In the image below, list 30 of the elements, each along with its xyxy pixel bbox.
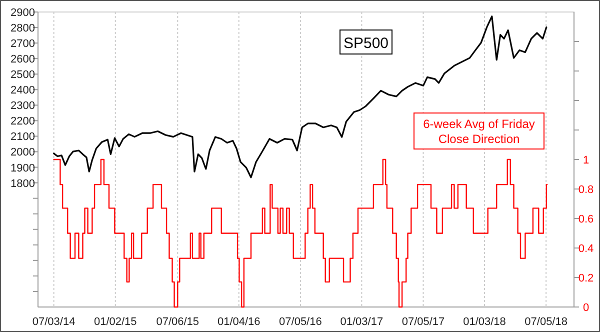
line-series	[53, 16, 548, 178]
y2-tick-label: 0.2	[578, 272, 594, 284]
text: SP500	[343, 35, 389, 52]
text: 6-week Avg of Friday Close Direction	[423, 117, 535, 146]
x-tick-label: 01/03/17	[340, 316, 384, 328]
x-tick-label: 07/06/15	[156, 316, 200, 328]
y2-tick-label: 0	[582, 302, 590, 314]
x-tick-label: 07/05/17	[402, 316, 445, 328]
y-tick-label: 2300	[10, 100, 35, 112]
y-tick-label: 2200	[10, 116, 35, 128]
x-tick-label: 07/05/18	[524, 316, 568, 328]
x-tick-label: 07/03/14	[32, 316, 76, 328]
y-tick-label: 2600	[10, 54, 35, 66]
y-tick-label: 2100	[10, 131, 35, 144]
y-tick-label: 2700	[10, 38, 35, 50]
y2-tick-label: 1	[582, 154, 590, 166]
x-tick-label: 07/05/16	[279, 316, 322, 328]
x-tick-label: 01/02/15	[94, 316, 137, 328]
y-tick-label: 2000	[10, 146, 35, 159]
y-tick-label: 2800	[10, 22, 35, 35]
y-tick-label: 2500	[10, 69, 35, 82]
x-tick-label: 01/03/18	[463, 316, 506, 328]
y2-tick-label: 0.4	[578, 243, 594, 255]
y2-tick-label: 0.8	[578, 184, 594, 196]
y-tick-label: 1900	[10, 162, 35, 174]
x-tick-label: 01/04/16	[217, 316, 260, 328]
y-tick-label: 2900	[10, 7, 35, 19]
y-tick-label: 2400	[10, 84, 35, 97]
y2-tick-label: 0.6	[578, 214, 594, 226]
y-tick-label: 1800	[10, 178, 35, 190]
